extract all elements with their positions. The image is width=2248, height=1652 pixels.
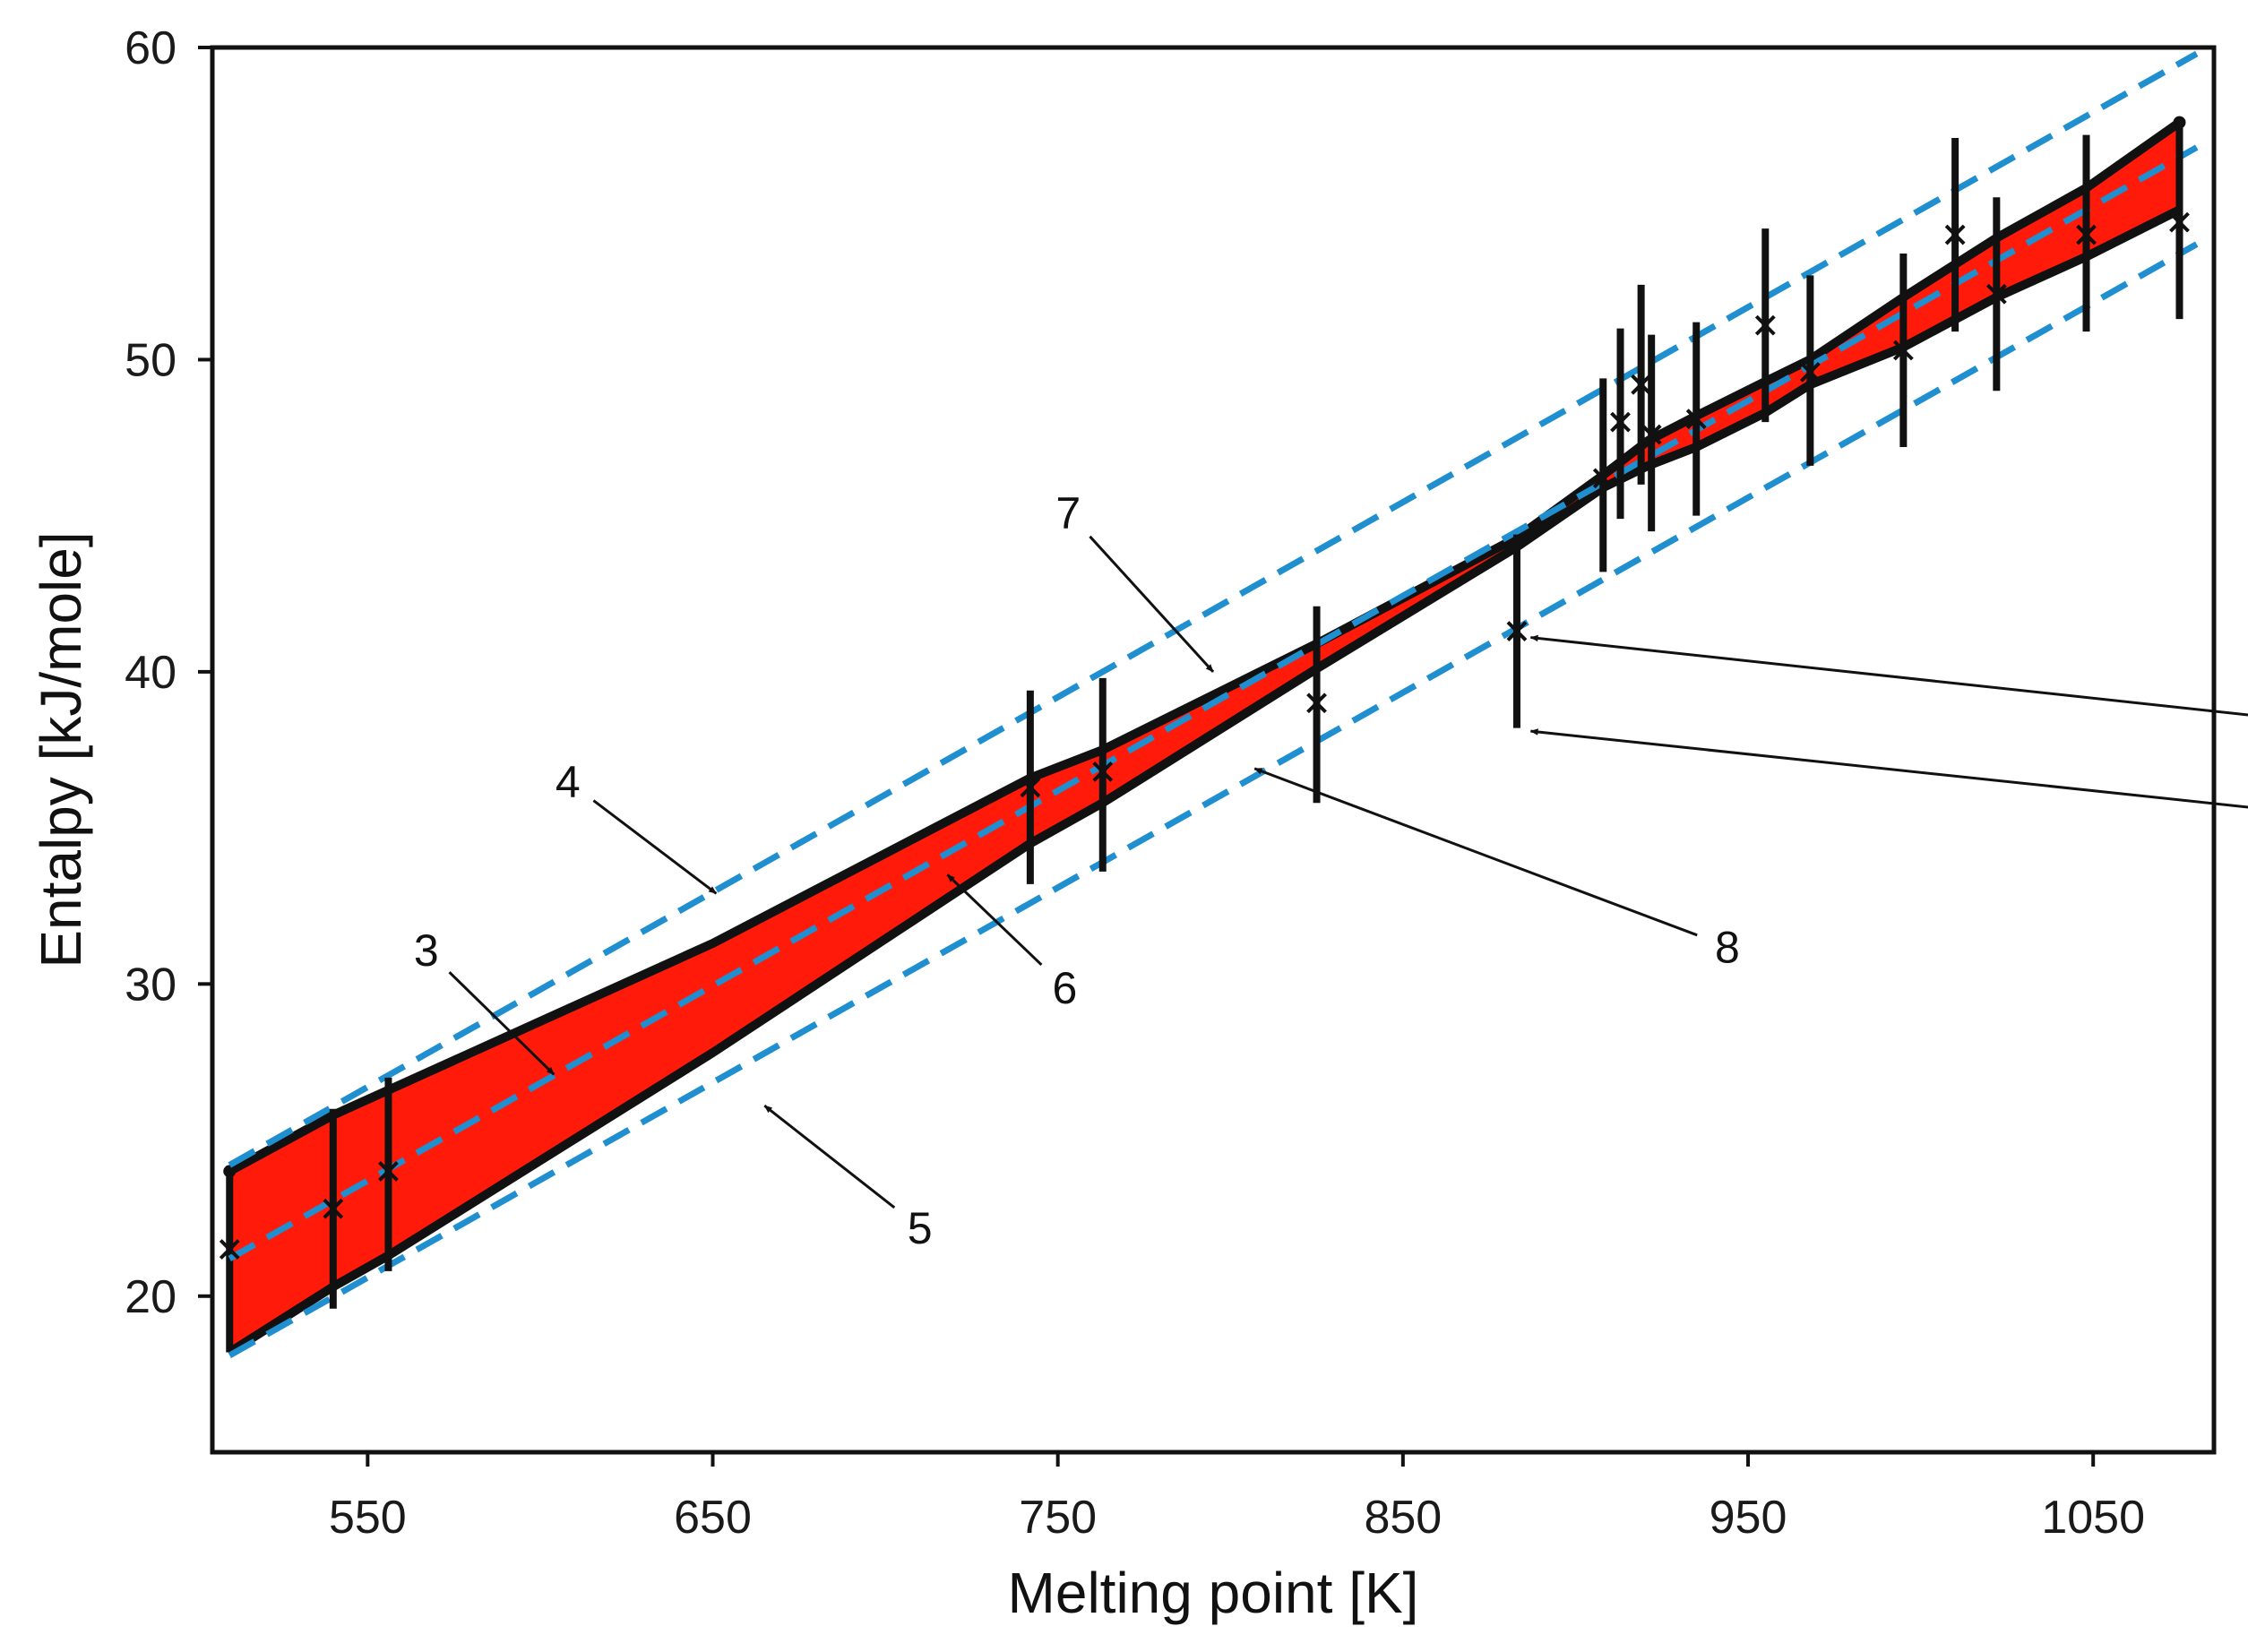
y-tick-label: 50 [125, 334, 177, 386]
annotation-arrow-2 [1529, 728, 2248, 809]
x-axis-title: Melting point [K] [1008, 1561, 1419, 1625]
annotation-label-6: 6 [1052, 963, 1077, 1013]
data-point [1592, 468, 1614, 489]
x-tick-label: 650 [674, 1492, 752, 1544]
annotation-label-7: 7 [1055, 488, 1081, 538]
plot-frame [210, 45, 2217, 1455]
data-point [1506, 621, 1528, 642]
annotation-arrow-3 [448, 971, 556, 1076]
band-lower-edge [227, 205, 2182, 1356]
annotation-layer: 12345678 [414, 488, 2248, 1253]
data-point [1985, 283, 2007, 305]
data-point [2076, 224, 2097, 245]
data-point [1610, 411, 1631, 433]
dashed-line-4 [228, 50, 2199, 1168]
data-point [1631, 374, 1652, 395]
plot-layer [219, 50, 2199, 1359]
y-tick-label: 30 [125, 959, 177, 1011]
annotation-arrow-7 [1089, 535, 1215, 673]
dashed-line-5 [228, 241, 2199, 1359]
data-point [1685, 409, 1707, 430]
data-point [1306, 693, 1327, 714]
data-point [1944, 224, 1966, 245]
annotation-label-3: 3 [414, 925, 439, 976]
annotation-label-8: 8 [1715, 923, 1740, 973]
y-tick-label: 20 [125, 1271, 177, 1323]
annotation-label-5: 5 [908, 1203, 933, 1253]
y-tick-label: 40 [125, 647, 177, 699]
y-tick-label: 60 [125, 22, 177, 74]
x-tick-label: 950 [1710, 1492, 1787, 1544]
y-axis-title: Entalpy [kJ/mole] [29, 531, 93, 968]
band-upper-edge [227, 118, 2183, 1175]
data-point [1641, 424, 1662, 445]
annotation-arrow-4 [592, 799, 718, 895]
data-point [1020, 777, 1041, 798]
annotation-arrow-5 [763, 1105, 896, 1209]
x-tick-label: 550 [329, 1492, 407, 1544]
data-point [1892, 340, 1914, 361]
x-tick-label: 850 [1364, 1492, 1442, 1544]
band-start-dot [223, 1165, 237, 1178]
annotation-arrow-1 [1529, 634, 2248, 717]
annotation-label-4: 4 [556, 757, 581, 807]
data-point [219, 1239, 240, 1260]
data-point [378, 1160, 399, 1182]
annotation-arrow-6 [946, 873, 1043, 966]
axis-layer: 550 650 750 850 950 1050 20 30 40 50 60 [125, 22, 2145, 1544]
data-point [1799, 361, 1821, 383]
x-tick-label: 1050 [2041, 1492, 2145, 1544]
data-point [1092, 761, 1114, 782]
dashed-line-3 [228, 144, 2199, 1262]
data-point [323, 1198, 344, 1219]
x-tick-label: 750 [1019, 1492, 1097, 1544]
data-point [1754, 314, 1776, 336]
annotation-arrow-8 [1253, 767, 1698, 937]
data-point [2169, 211, 2190, 233]
